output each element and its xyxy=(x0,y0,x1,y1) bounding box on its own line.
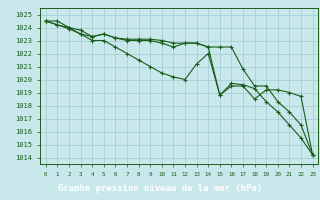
Text: Graphe pression niveau de la mer (hPa): Graphe pression niveau de la mer (hPa) xyxy=(58,184,262,193)
